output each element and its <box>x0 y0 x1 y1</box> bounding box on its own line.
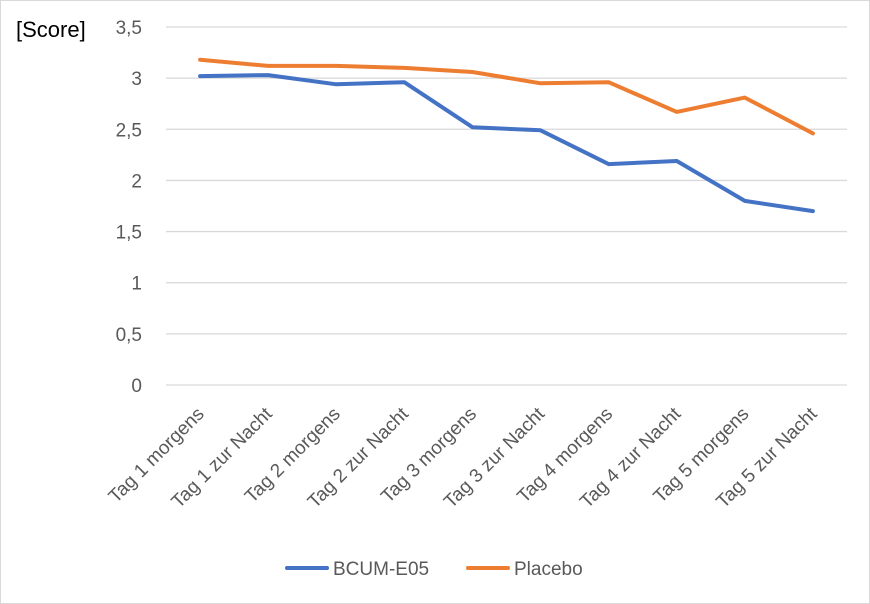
y-axis-label: [Score] <box>16 17 86 42</box>
legend-label: BCUM-E05 <box>333 559 429 580</box>
y-tick-label: 3,5 <box>116 18 142 39</box>
y-tick-label: 0 <box>131 376 142 397</box>
y-tick-label: 2 <box>131 171 142 192</box>
y-tick-label: 3 <box>131 69 142 90</box>
legend-label: Placebo <box>514 559 583 580</box>
legend: BCUM-E05 Placebo <box>285 559 583 580</box>
series-lines <box>198 57 815 214</box>
y-tick-label: 2,5 <box>116 120 142 141</box>
series-line-placebo <box>198 57 815 136</box>
gridlines <box>166 26 847 386</box>
y-tick-label: 1 <box>131 274 142 295</box>
y-axis-ticks: 0 0,5 1 1,5 2 2,5 3 3,5 <box>116 18 142 397</box>
series-line-bcum-e05 <box>198 73 815 214</box>
y-tick-label: 1,5 <box>116 223 142 244</box>
y-tick-label: 0,5 <box>116 325 142 346</box>
